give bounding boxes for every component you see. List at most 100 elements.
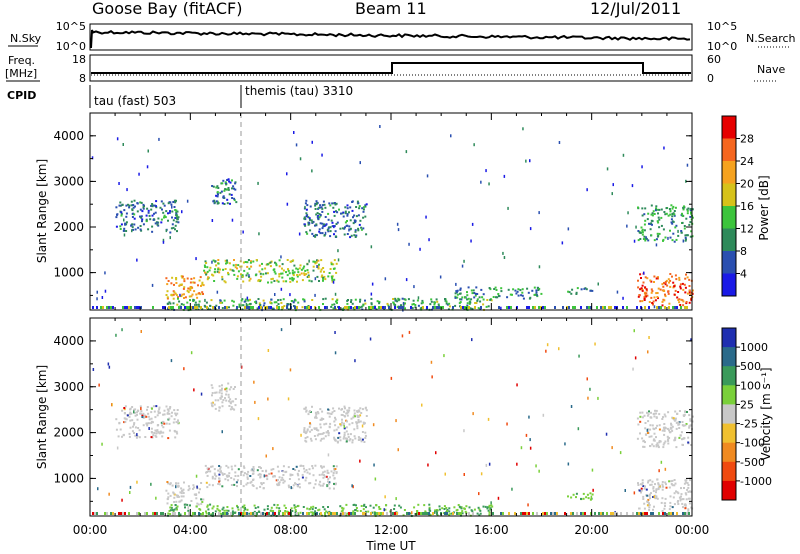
range-cell (124, 420, 127, 423)
range-cell (405, 278, 408, 282)
range-cell (221, 275, 224, 278)
range-cell (296, 275, 299, 278)
range-cell (434, 509, 437, 512)
range-cell (685, 302, 688, 305)
range-cell (474, 292, 477, 295)
range-cell (367, 510, 370, 513)
range-cell (311, 299, 314, 301)
range-cell (222, 195, 225, 198)
range-cell (567, 462, 570, 466)
range-cell (195, 257, 197, 261)
range-cell (264, 306, 266, 309)
range-cell (332, 407, 335, 410)
range-cell (214, 268, 217, 271)
range-cell (272, 447, 274, 451)
range-cell (179, 283, 182, 286)
range-cell (683, 283, 686, 286)
range-cell (386, 302, 389, 305)
power-colorbar-label: 24 (740, 155, 754, 168)
range-cell (655, 495, 658, 498)
range-cell (393, 504, 396, 507)
range-cell (664, 293, 666, 296)
range-cell (355, 215, 358, 218)
range-cell (686, 163, 689, 167)
range-cell (158, 137, 160, 141)
range-cell (179, 293, 181, 297)
range-cell (252, 260, 255, 263)
range-cell (663, 211, 666, 213)
range-cell (162, 512, 164, 515)
range-cell (322, 471, 325, 474)
range-cell (672, 212, 675, 215)
range-cell (689, 209, 692, 212)
range-cell (223, 473, 226, 475)
range-cell (657, 297, 659, 300)
range-cell (323, 508, 326, 511)
range-cell (290, 300, 293, 302)
range-cell (333, 436, 336, 439)
range-cell (221, 508, 224, 511)
range-cell (642, 498, 645, 500)
ytick-label: 1000 (53, 266, 84, 280)
range-cell (342, 423, 345, 426)
range-cell (131, 430, 134, 433)
range-cell (353, 435, 356, 438)
range-cell (404, 302, 406, 305)
range-cell (124, 222, 127, 225)
range-cell (480, 288, 483, 291)
range-cell (428, 512, 430, 515)
range-cell (249, 475, 252, 477)
range-cell (101, 296, 104, 299)
range-cell (210, 402, 213, 405)
range-cell (138, 512, 140, 515)
range-cell (655, 409, 658, 412)
range-cell (287, 466, 290, 469)
range-cell (624, 489, 626, 492)
range-cell (322, 506, 325, 508)
range-cell (320, 512, 322, 515)
power-ylabel: Slant Range [km] (35, 159, 49, 263)
range-cell (219, 301, 222, 304)
range-cell (668, 306, 670, 309)
range-cell (646, 500, 649, 503)
range-cell (688, 426, 691, 429)
range-cell (536, 512, 538, 515)
range-cell (324, 231, 327, 235)
range-cell (324, 224, 327, 227)
range-cell (190, 295, 193, 298)
range-cell (431, 375, 433, 379)
range-cell (679, 285, 682, 288)
range-cell (340, 212, 342, 215)
range-cell (285, 280, 288, 283)
range-cell (655, 412, 658, 415)
range-cell (673, 240, 676, 243)
range-cell (319, 270, 322, 273)
range-cell (688, 289, 691, 292)
range-cell (653, 239, 656, 242)
range-cell (500, 287, 503, 290)
range-cell (227, 273, 230, 276)
range-cell (123, 417, 126, 420)
range-cell (312, 235, 315, 237)
range-cell (257, 417, 260, 421)
range-cell (684, 291, 687, 294)
range-cell (292, 468, 295, 470)
range-cell (305, 212, 308, 215)
range-cell (287, 484, 290, 487)
range-cell (641, 214, 644, 217)
range-cell (591, 289, 594, 292)
range-cell (477, 506, 480, 509)
velocity-colorbar-label: -500 (740, 456, 765, 469)
range-cell (657, 446, 660, 449)
range-cell (322, 279, 324, 282)
range-cell (169, 509, 172, 512)
range-cell (336, 440, 339, 443)
range-cell (241, 308, 244, 311)
range-cell (641, 483, 644, 486)
range-cell (123, 421, 126, 424)
range-cell (162, 238, 165, 242)
range-cell (296, 268, 299, 271)
range-cell (206, 505, 209, 508)
range-cell (326, 484, 328, 488)
